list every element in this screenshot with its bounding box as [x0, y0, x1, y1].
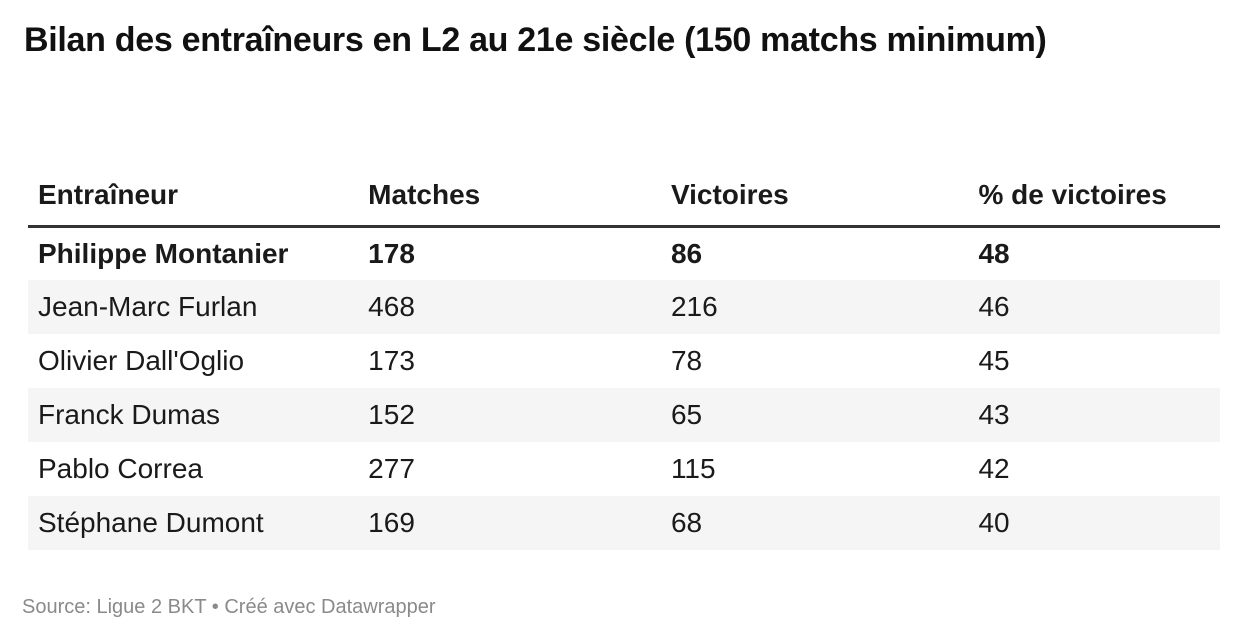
- pct-victoires-cell: 46: [978, 291, 1010, 322]
- victoires-cell: 216: [670, 291, 718, 322]
- matches-cell: 468: [368, 291, 415, 322]
- table-row: Philippe Montanier 178 86 48: [28, 226, 1220, 280]
- table-row: Olivier Dall'Oglio 173 78 45: [28, 334, 1220, 388]
- matches-cell: 173: [368, 345, 415, 376]
- victoires-cell: 78: [670, 345, 703, 376]
- coach-name-cell: Stéphane Dumont: [38, 507, 264, 538]
- pct-victoires-cell: 45: [978, 345, 1010, 376]
- matches-cell: 152: [368, 399, 415, 430]
- coach-name-cell: Jean-Marc Furlan: [38, 291, 258, 322]
- footer-separator: •: [211, 596, 219, 618]
- victoires-cell: 115: [670, 453, 716, 484]
- pct-victoires-cell: 43: [978, 399, 1010, 430]
- chart-title: Bilan des entraîneurs en L2 au 21e siècl…: [24, 21, 1047, 59]
- source-text: Source: Ligue 2 BKT: [22, 596, 207, 618]
- pct-victoires-cell: 42: [978, 453, 1010, 484]
- column-header-pct-victoires: % de victoires: [968, 166, 1220, 228]
- datawrapper-credit-link[interactable]: Créé avec Datawrapper: [224, 596, 436, 618]
- pct-victoires-cell: 48: [978, 237, 1010, 269]
- table-row: Franck Dumas 152 65 43: [28, 388, 1220, 442]
- column-header-victoires: Victoires: [660, 166, 969, 228]
- table-row: Jean-Marc Furlan 468 216 46: [28, 280, 1220, 334]
- coach-name-cell: Franck Dumas: [38, 399, 221, 430]
- column-header-matches: Matches: [358, 166, 661, 228]
- matches-cell: 277: [368, 453, 415, 484]
- table-row: Stéphane Dumont 169 68 40: [28, 496, 1220, 550]
- column-header-entraineur: Entraîneur: [28, 166, 359, 228]
- victoires-cell: 86: [670, 237, 703, 269]
- victoires-cell: 65: [670, 399, 703, 430]
- table-body: Philippe Montanier 178 86 48 Jean-Marc Furla…: [28, 226, 1220, 550]
- coaches-table: Entraîneur Matches Victoires % de victoi…: [28, 166, 1220, 550]
- chart-footer: Source: Ligue 2 BKT • Créé avec Datawrap…: [22, 595, 436, 619]
- coach-name-cell: Olivier Dall'Oglio: [38, 345, 245, 376]
- table-row: Pablo Correa 277 115 42: [28, 442, 1220, 496]
- coach-name-cell: Pablo Correa: [38, 453, 203, 484]
- pct-victoires-cell: 40: [978, 507, 1010, 538]
- table-header: Entraîneur Matches Victoires % de victoi…: [28, 166, 1220, 228]
- coach-name-cell: Philippe Montanier: [38, 237, 289, 269]
- victoires-cell: 68: [670, 507, 703, 538]
- matches-cell: 178: [368, 237, 415, 269]
- table-header-row: Entraîneur Matches Victoires % de victoi…: [28, 166, 1220, 228]
- matches-cell: 169: [368, 507, 415, 538]
